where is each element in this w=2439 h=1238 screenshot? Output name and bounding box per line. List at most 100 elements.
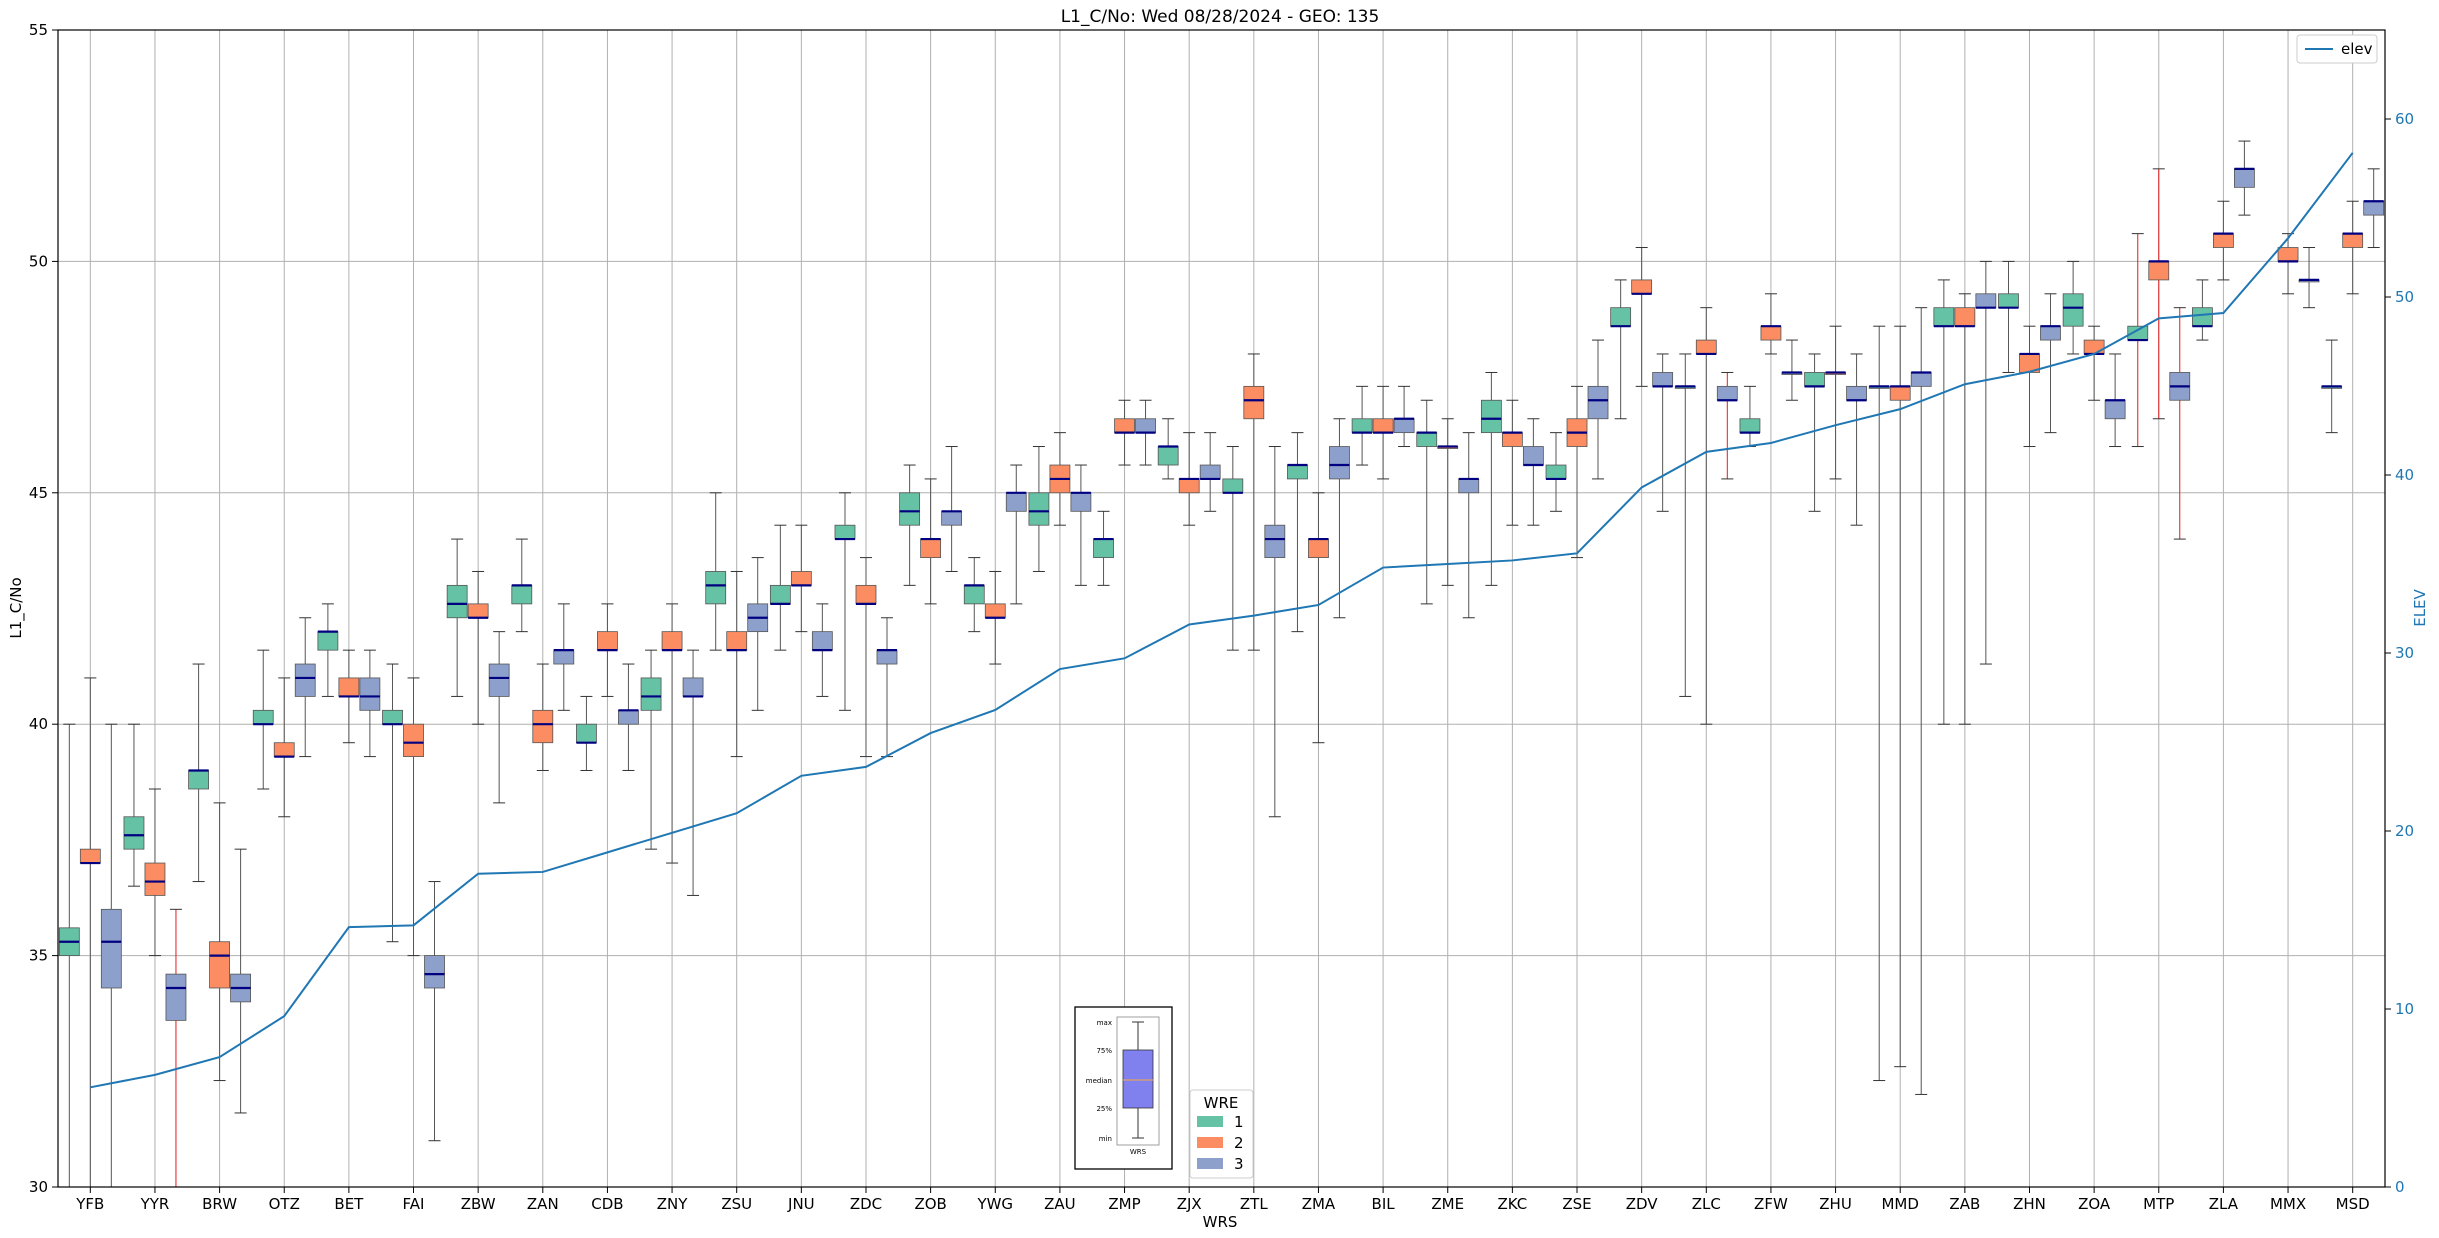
iqr-box bbox=[726, 631, 748, 651]
y2-tick-label: 40 bbox=[2395, 466, 2414, 484]
box-wrs-zhu-wre-3 bbox=[1846, 353, 1867, 526]
box-wrs-ywg-wre-3 bbox=[1005, 464, 1027, 605]
box-wrs-zkc-wre-3 bbox=[1522, 418, 1544, 526]
x-tick-label: ZLA bbox=[2209, 1195, 2239, 1213]
box-wrs-zob-wre-3 bbox=[941, 446, 963, 572]
iqr-box bbox=[1264, 524, 1286, 558]
x-tick-label: ZMA bbox=[1302, 1195, 1336, 1213]
box-wrs-zbw-wre-2 bbox=[467, 570, 489, 725]
box-wrs-zdc-wre-2 bbox=[855, 557, 877, 758]
elev-legend-frame bbox=[2296, 34, 2378, 64]
box-wrs-zkc-wre-2 bbox=[1501, 399, 1523, 526]
box-wrs-yyr-wre-1 bbox=[123, 723, 145, 887]
box-wrs-mmd-wre-2 bbox=[1889, 325, 1911, 1068]
box-wrs-msd-wre-3 bbox=[2363, 168, 2385, 249]
box-key-inset: max 75% median 25% min WRS bbox=[1074, 1006, 1173, 1170]
iqr-box bbox=[682, 677, 704, 697]
box-wrs-zlc-wre-1 bbox=[1674, 353, 1696, 697]
iqr-box bbox=[144, 862, 166, 896]
iqr-box bbox=[1760, 325, 1782, 341]
iqr-box bbox=[273, 742, 295, 757]
elev-legend-label: elev bbox=[2341, 40, 2373, 58]
box-wrs-zlc-wre-2 bbox=[1695, 307, 1717, 725]
box-wrs-brw-wre-3 bbox=[230, 848, 251, 1114]
box-wrs-zsu-wre-1 bbox=[705, 492, 727, 651]
box-wrs-bil-wre-2 bbox=[1372, 385, 1394, 480]
box-wrs-zse-wre-3 bbox=[1587, 339, 1609, 480]
box-wrs-mtp-wre-2 bbox=[2148, 168, 2170, 420]
box-wrs-msd-wre-1 bbox=[2321, 339, 2343, 434]
iqr-box bbox=[294, 663, 316, 697]
y2-tick-label: 50 bbox=[2395, 288, 2414, 306]
x-tick-label: MSD bbox=[2336, 1195, 2370, 1213]
iqr-box bbox=[1522, 446, 1544, 466]
box-wrs-cdb-wre-2 bbox=[597, 603, 618, 697]
iqr-box bbox=[1501, 432, 1523, 447]
box-wrs-zla-wre-1 bbox=[2192, 279, 2213, 341]
x-tick-label: YYR bbox=[140, 1195, 170, 1213]
iqr-box bbox=[165, 973, 187, 1021]
iqr-box bbox=[382, 709, 403, 725]
box-wrs-zse-wre-2 bbox=[1566, 385, 1588, 559]
box-wrs-zau-wre-1 bbox=[1028, 446, 1050, 572]
box-wrs-zdc-wre-3 bbox=[876, 617, 898, 758]
iqr-box bbox=[963, 584, 985, 605]
box-wrs-zhn-wre-1 bbox=[1998, 260, 2019, 373]
box-wrs-zau-wre-3 bbox=[1070, 464, 1092, 586]
box-wrs-yfb-wre-3 bbox=[100, 723, 122, 1188]
y2-axis-ticks: 0 10 20 30 40 50 60 bbox=[2385, 110, 2414, 1196]
elev-line-group bbox=[90, 152, 2354, 1089]
x-tick-label: MMD bbox=[1881, 1195, 1918, 1213]
iqr-box bbox=[252, 709, 274, 725]
box-wrs-bet-wre-3 bbox=[359, 649, 381, 758]
iqr-box bbox=[640, 677, 662, 711]
iqr-box bbox=[2062, 293, 2084, 327]
iqr-box bbox=[1458, 478, 1480, 494]
x-axis-label: WRS bbox=[1203, 1213, 1238, 1231]
iqr-box bbox=[1351, 418, 1373, 434]
wre-legend-title: WRE bbox=[1204, 1094, 1239, 1112]
iqr-box bbox=[488, 663, 510, 697]
box-wrs-zfw-wre-3 bbox=[1781, 339, 1803, 401]
box-wrs-cdb-wre-1 bbox=[576, 695, 597, 771]
iqr-box bbox=[1910, 372, 1932, 387]
box-wrs-cdb-wre-3 bbox=[618, 663, 639, 771]
box-wrs-jnu-wre-1 bbox=[769, 524, 791, 651]
iqr-box bbox=[1114, 418, 1135, 434]
box-wrs-yyr-wre-3 bbox=[165, 908, 187, 1188]
x-tick-label: ZTL bbox=[1240, 1195, 1268, 1213]
box-wrs-zdv-wre-2 bbox=[1631, 247, 1653, 387]
elev-line bbox=[90, 152, 2354, 1089]
wre-legend-swatch-1 bbox=[1197, 1116, 1223, 1127]
iqr-box bbox=[1846, 385, 1867, 401]
box-wrs-zbw-wre-3 bbox=[488, 631, 510, 804]
y-tick-label: 45 bbox=[29, 484, 48, 502]
iqr-box bbox=[1287, 464, 1308, 480]
box-wrs-fai-wre-1 bbox=[382, 663, 403, 943]
x-tick-label: ZNY bbox=[657, 1195, 688, 1213]
wre-legend-frame bbox=[1189, 1089, 1254, 1179]
y-tick-label: 30 bbox=[29, 1178, 48, 1196]
y2-tick-label: 60 bbox=[2395, 110, 2414, 128]
box-wrs-ywg-wre-1 bbox=[963, 557, 985, 633]
x-tick-label: FAI bbox=[403, 1195, 425, 1213]
plot-frame bbox=[57, 29, 2386, 1188]
iqr-box bbox=[1587, 385, 1609, 420]
box-wrs-zob-wre-1 bbox=[899, 464, 921, 586]
iqr-box bbox=[1652, 372, 1674, 387]
box-wrs-fai-wre-2 bbox=[403, 677, 424, 957]
iqr-box bbox=[446, 584, 468, 619]
x-tick-label: ZLC bbox=[1692, 1195, 1721, 1213]
wre-legend: WRE 1 2 3 bbox=[1189, 1089, 1254, 1179]
x-tick-label: ZME bbox=[1431, 1195, 1464, 1213]
iqr-box bbox=[1372, 418, 1394, 434]
iqr-box bbox=[834, 524, 856, 540]
iqr-box bbox=[1975, 293, 1997, 309]
y2-axis-label: ELEV bbox=[2411, 588, 2429, 626]
box-wrs-ztl-wre-1 bbox=[1222, 446, 1244, 651]
x-tick-label: ZAU bbox=[1044, 1195, 1076, 1213]
box-wrs-zjx-wre-2 bbox=[1178, 432, 1200, 526]
iqr-box bbox=[618, 709, 639, 725]
iqr-box bbox=[1222, 478, 1244, 494]
